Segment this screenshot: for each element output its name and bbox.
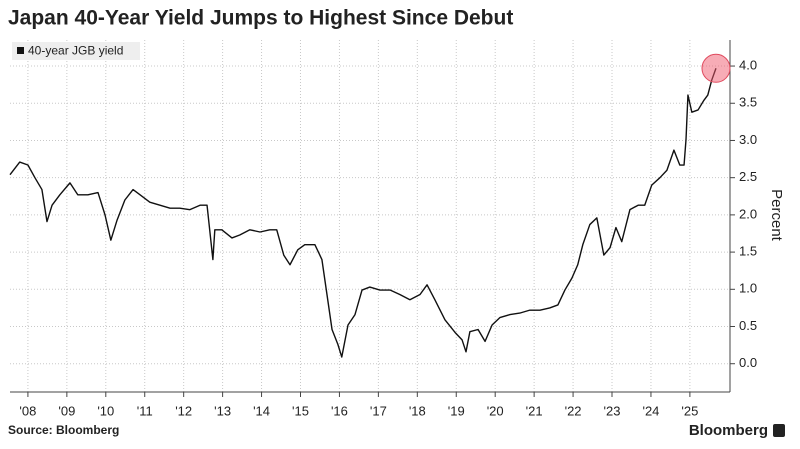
x-tick-label: '23	[604, 403, 621, 418]
legend-box	[12, 42, 140, 60]
x-tick-label: '20	[487, 403, 504, 418]
chart-title: Japan 40-Year Yield Jumps to Highest Sin…	[8, 7, 513, 30]
x-tick-label: '25	[681, 403, 698, 418]
x-tick-label: '15	[292, 403, 309, 418]
x-tick-label: '11	[137, 403, 153, 418]
x-tick-label: '18	[409, 403, 426, 418]
legend-label: 40-year JGB yield	[28, 44, 123, 58]
x-tick-label: '09	[58, 403, 75, 418]
x-tick-label: '12	[175, 403, 192, 418]
y-tick-label: 0.5	[739, 318, 757, 333]
y-tick-label: 0.0	[739, 355, 757, 370]
y-tick-label: 2.5	[739, 169, 757, 184]
highlight-circle	[701, 53, 731, 83]
y-tick-label: 1.0	[739, 281, 757, 296]
y-tick-label: 2.0	[739, 206, 757, 221]
x-tick-label: '08	[19, 403, 36, 418]
x-tick-label: '22	[565, 403, 582, 418]
y-axis-label: Percent	[768, 189, 785, 242]
x-tick-label: '21	[526, 403, 543, 418]
line	[9, 68, 717, 358]
source: Source: Bloomberg	[8, 423, 119, 437]
x-tick-label: '10	[97, 403, 114, 418]
x-tick-label: '13	[214, 403, 231, 418]
x-tick-label: '16	[331, 403, 348, 418]
x-tick-label: '24	[642, 403, 659, 418]
y-tick-label: 3.5	[739, 95, 757, 110]
y-tick-label: 3.0	[739, 132, 757, 147]
x-tick-label: '17	[370, 403, 387, 418]
x-tick-label: '19	[448, 403, 465, 418]
y-tick-label: 4.0	[739, 57, 757, 72]
legend-swatch	[17, 47, 24, 54]
brand-icon	[773, 424, 785, 437]
x-tick-label: '14	[253, 403, 270, 418]
brand: Bloomberg	[689, 422, 768, 439]
y-tick-label: 1.5	[739, 244, 757, 259]
